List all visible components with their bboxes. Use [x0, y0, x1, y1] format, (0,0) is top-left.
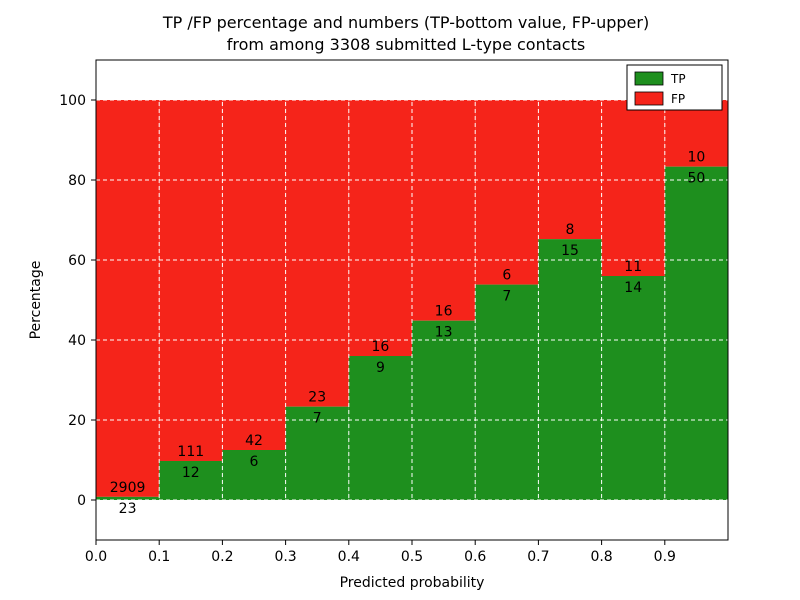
fp-count-label: 23 [308, 390, 326, 406]
bar-fp-segment [664, 100, 728, 167]
x-axis-label: Predicted probability [339, 575, 485, 591]
bar-fp-segment [538, 100, 602, 240]
tp-count-label: 50 [687, 171, 705, 187]
bar-fp-segment [285, 100, 349, 407]
bar-tp-segment [348, 356, 412, 500]
bar-fp-segment [348, 100, 412, 356]
y-tick-label: 40 [68, 333, 86, 349]
y-tick-label: 20 [68, 413, 86, 429]
fp-count-label: 2909 [110, 480, 146, 496]
tp-count-label: 9 [376, 360, 385, 376]
fp-count-label: 42 [245, 433, 263, 449]
bar-fp-segment [96, 100, 160, 497]
tp-count-label: 14 [624, 280, 642, 296]
bar-fp-segment [222, 100, 286, 450]
bar-fp-segment [412, 100, 476, 321]
y-tick-label: 0 [77, 493, 86, 509]
tp-count-label: 15 [561, 243, 579, 259]
chart-title: TP /FP percentage and numbers (TP-bottom… [163, 12, 649, 56]
fp-count-label: 6 [502, 268, 511, 284]
bar-tp-segment [475, 284, 539, 500]
x-tick-label: 0.4 [338, 549, 360, 565]
fp-count-label: 11 [624, 259, 642, 275]
tp-count-label: 6 [250, 454, 259, 470]
chart-title-line1: TP /FP percentage and numbers (TP-bottom… [162, 13, 650, 32]
fp-count-label: 16 [435, 304, 453, 320]
tp-count-label: 13 [435, 325, 453, 341]
x-tick-label: 0.5 [401, 549, 423, 565]
y-tick-label: 100 [59, 93, 86, 109]
x-tick-label: 0.1 [148, 549, 170, 565]
fp-count-label: 8 [566, 222, 575, 238]
bar-tp-segment [601, 276, 665, 500]
bar-fp-segment [159, 100, 223, 461]
legend-label-tp: TP [670, 72, 686, 86]
legend-swatch-tp [634, 71, 664, 86]
x-tick-label: 0.8 [590, 549, 612, 565]
bar-tp-segment [222, 450, 286, 500]
tp-count-label: 7 [313, 411, 322, 427]
bar-tp-segment [538, 239, 602, 500]
x-tick-label: 0.2 [211, 549, 233, 565]
chart-title-line2: from among 3308 submitted L-type contact… [226, 35, 586, 54]
fp-count-label: 16 [371, 339, 389, 355]
tp-count-label: 12 [182, 465, 200, 481]
y-axis-label: Percentage [28, 260, 44, 340]
bar-fp-segment [475, 100, 539, 285]
bar-tp-segment [96, 496, 160, 500]
bar-tp-segment [664, 166, 728, 500]
y-tick-label: 80 [68, 173, 86, 189]
tp-count-label: 23 [119, 501, 137, 517]
y-tick-label: 60 [68, 253, 86, 269]
x-tick-label: 0.7 [527, 549, 549, 565]
tp-count-label: 7 [502, 289, 511, 305]
legend-label-fp: FP [671, 92, 685, 106]
bar-fp-segment [601, 100, 665, 276]
bar-tp-segment [412, 320, 476, 500]
x-tick-label: 0.9 [654, 549, 676, 565]
x-tick-label: 0.6 [464, 549, 486, 565]
bar-tp-segment [285, 406, 349, 500]
fp-count-label: 111 [177, 444, 204, 460]
legend-swatch-fp [634, 91, 664, 106]
fp-count-label: 10 [687, 150, 705, 166]
bar-tp-segment [159, 460, 223, 500]
x-tick-label: 0.3 [274, 549, 296, 565]
x-tick-label: 0.0 [85, 549, 107, 565]
